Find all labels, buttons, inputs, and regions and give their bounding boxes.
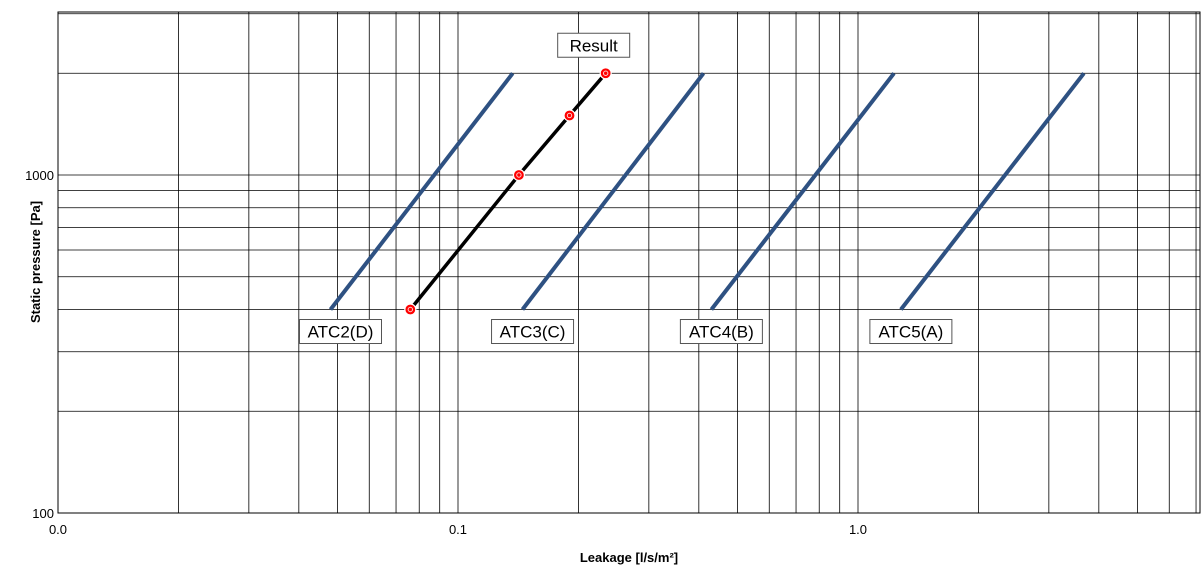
y-tick-label: 1000	[25, 168, 54, 183]
series-label-result: Result	[557, 32, 631, 58]
tick-labels: 0.0 0.1 1.0 100 1000	[25, 168, 867, 537]
result-marker	[512, 168, 526, 182]
x-tick-label: 1.0	[849, 522, 867, 537]
result-marker	[563, 109, 576, 122]
plot-area-frame	[57, 11, 1201, 514]
series-label-box	[869, 319, 953, 345]
result-marker-highlight	[516, 172, 522, 178]
series-label-text: ATC4(B)	[689, 323, 754, 342]
series-labels: ATC2(D) ATC3(C) ATC4(B) ATC5(A) Result	[298, 32, 953, 345]
series-label-box	[491, 319, 575, 345]
series-label-atc5-a: ATC5(A)	[869, 319, 953, 345]
series-line-atc3-c	[520, 72, 706, 311]
series-label-box	[557, 32, 631, 58]
y-tick-label: 100	[32, 506, 54, 521]
series-line-atc2-d	[328, 72, 515, 311]
series-label-text: Result	[570, 36, 618, 55]
x-axis-title: Leakage [l/s/m²]	[580, 550, 678, 565]
x-tick-label: 0.1	[449, 522, 467, 537]
result-markers	[404, 67, 612, 316]
series-label-text: ATC5(A)	[878, 323, 943, 342]
series-label-text: ATC2(D)	[308, 323, 374, 342]
grid-lines	[58, 12, 1200, 513]
y-axis-title: Static pressure [Pa]	[28, 201, 43, 323]
x-tick-label: 0.0	[49, 522, 67, 537]
series-line-atc4-b	[709, 72, 896, 311]
series-label-text: ATC3(C)	[500, 323, 566, 342]
series-label-atc3-c: ATC3(C)	[491, 319, 575, 345]
series-label-atc4-b: ATC4(B)	[679, 319, 763, 345]
series-label-atc2-d: ATC2(D)	[298, 319, 382, 345]
series-line-atc5-a	[899, 72, 1086, 311]
series-label-box	[679, 319, 763, 345]
result-marker	[404, 303, 417, 316]
result-marker	[599, 67, 612, 80]
series-lines	[328, 72, 1086, 311]
series-label-box	[298, 319, 382, 345]
result-marker-highlight	[602, 70, 609, 76]
series-line-result	[408, 72, 608, 311]
result-marker-highlight	[566, 112, 573, 119]
result-marker-highlight	[407, 306, 414, 313]
